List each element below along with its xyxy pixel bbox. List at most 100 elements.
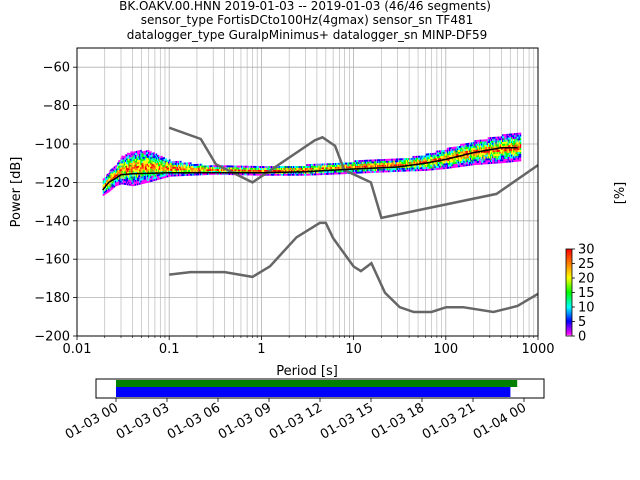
- psd-cell: [406, 158, 409, 160]
- psd-cell: [167, 161, 170, 164]
- psd-cell: [445, 165, 448, 168]
- psd-cell: [497, 140, 500, 143]
- psd-cell: [114, 165, 117, 168]
- psd-cell: [127, 183, 129, 186]
- psd-cell: [460, 145, 462, 148]
- psd-cell: [479, 139, 482, 142]
- psd-cell: [122, 182, 125, 185]
- psd-cell: [125, 177, 128, 180]
- psd-cell: [270, 173, 273, 176]
- psd-cell: [172, 164, 174, 167]
- psd-cell: [493, 156, 495, 158]
- psd-cell: [440, 165, 442, 168]
- psd-cell: [391, 162, 393, 165]
- psd-cell: [164, 160, 167, 163]
- psd-cell: [363, 161, 366, 164]
- psd-cell: [464, 149, 466, 152]
- psd-cell: [397, 158, 399, 161]
- psd-cell: [155, 174, 158, 177]
- psd-cell: [436, 162, 439, 165]
- psd-cell: [331, 170, 334, 173]
- psd-cell: [132, 153, 134, 156]
- psd-cell: [179, 160, 181, 163]
- psd-cell: [109, 187, 111, 190]
- psd-cell: [489, 154, 492, 157]
- psd-cell: [224, 165, 226, 168]
- psd-cell: [150, 166, 152, 169]
- psd-cell: [362, 171, 365, 174]
- psd-cell: [125, 167, 128, 170]
- psd-cell: [252, 173, 254, 176]
- psd-cell: [113, 179, 116, 182]
- psd-cell: [517, 136, 520, 139]
- psd-cell: [133, 151, 136, 154]
- psd-cell: [472, 146, 474, 149]
- psd-cell: [497, 153, 500, 156]
- psd-cell: [451, 147, 453, 150]
- psd-cell: [452, 146, 454, 149]
- psd-cell: [483, 156, 485, 159]
- psd-cell: [333, 170, 336, 173]
- psd-cell: [477, 159, 480, 161]
- psd-cell: [440, 152, 442, 155]
- psd-cell: [360, 163, 362, 166]
- psd-cell: [205, 165, 208, 168]
- psd-cell: [399, 164, 401, 167]
- psd-cell: [155, 161, 158, 164]
- psd-cell: [136, 154, 139, 157]
- psd-cell: [475, 159, 477, 162]
- psd-cell: [494, 161, 496, 164]
- psd-cell: [136, 177, 139, 180]
- psd-cell: [479, 155, 482, 157]
- psd-cell: [108, 178, 110, 181]
- psd-cell: [467, 154, 470, 157]
- psd-cell: [107, 191, 109, 193]
- psd-cell: [478, 153, 481, 156]
- psd-cell: [482, 141, 484, 144]
- psd-cell: [513, 158, 515, 161]
- psd-cell: [466, 156, 469, 159]
- psd-cell: [516, 159, 518, 162]
- psd-cell: [180, 168, 182, 171]
- psd-cell: [470, 159, 472, 162]
- psd-cell: [259, 167, 262, 170]
- psd-cell: [174, 164, 177, 167]
- psd-cell: [285, 166, 287, 168]
- psd-cell: [360, 165, 362, 168]
- psd-cell: [501, 151, 503, 154]
- psd-cell: [264, 168, 266, 170]
- psd-cell: [358, 171, 360, 174]
- psd-cell: [506, 149, 508, 152]
- psd-cell: [453, 146, 455, 149]
- psd-cell: [492, 140, 494, 143]
- psd-cell: [429, 164, 431, 167]
- psd-cell: [140, 159, 142, 162]
- psd-cell: [416, 157, 419, 160]
- psd-cell: [398, 160, 400, 163]
- psd-cell: [357, 164, 359, 166]
- psd-cell: [312, 167, 315, 170]
- x-tick-label: 0.01: [63, 342, 92, 357]
- psd-cell: [468, 146, 471, 149]
- psd-cell: [385, 158, 388, 161]
- psd-cell: [120, 176, 122, 179]
- psd-cell: [331, 165, 334, 167]
- psd-cell: [345, 164, 347, 167]
- psd-cell: [156, 158, 159, 161]
- psd-cell: [153, 154, 156, 157]
- psd-cell: [269, 173, 272, 176]
- psd-cell: [431, 156, 433, 159]
- psd-cell: [132, 157, 134, 160]
- psd-cell: [162, 176, 164, 179]
- psd-cell: [293, 166, 295, 168]
- psd-cell: [339, 166, 341, 169]
- psd-cell: [436, 150, 439, 153]
- psd-cell: [136, 171, 139, 174]
- psd-cell: [308, 169, 310, 172]
- psd-cell: [143, 164, 146, 167]
- psd-cell: [422, 159, 424, 162]
- psd-cell: [482, 139, 484, 142]
- psd-cell: [195, 173, 198, 176]
- psd-cell: [129, 178, 131, 180]
